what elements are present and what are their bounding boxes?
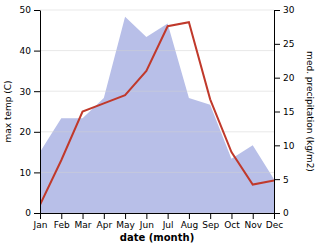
tick-label: Aug [181, 220, 199, 230]
tick: 5 [274, 175, 289, 185]
tick: Feb [54, 213, 70, 230]
tick-label: 25 [283, 39, 294, 49]
tick-mark [40, 213, 41, 219]
tick: Mar [75, 213, 92, 230]
tick: 10 [20, 168, 40, 178]
tick-label: 15 [283, 107, 294, 117]
tick-label: Apr [97, 220, 113, 230]
grid [40, 10, 274, 213]
tick-label: 50 [20, 5, 32, 15]
tick-mark [274, 145, 280, 146]
tick-label: Nov [244, 220, 262, 230]
tick-label: Sep [202, 220, 219, 230]
tick-label: Feb [54, 220, 70, 230]
tick-label: 5 [283, 175, 289, 185]
tick-mark [34, 172, 40, 173]
tick: Nov [244, 213, 262, 230]
tick: 30 [20, 87, 40, 97]
tick-label: Jun [139, 220, 154, 230]
grid-line [40, 131, 274, 132]
tick-mark [231, 213, 232, 219]
tick-label: May [116, 220, 135, 230]
tick: May [116, 213, 135, 230]
grid-line [40, 10, 274, 11]
tick-mark [274, 213, 280, 214]
y2-axis-title: med. precipitation (kg/m2) [305, 51, 315, 172]
tick-mark [210, 213, 211, 219]
tick: 30 [274, 5, 295, 15]
tick-mark [34, 132, 40, 133]
tick-label: Mar [75, 220, 92, 230]
axis-line [41, 213, 275, 214]
tick-label: 10 [283, 141, 295, 151]
tick: 20 [274, 73, 295, 83]
y-axis: 0 10 20 30 40 50 [20, 5, 41, 218]
tick: 25 [274, 39, 294, 49]
tick-mark [168, 213, 169, 219]
tick: 0 [274, 208, 289, 218]
tick-mark [253, 213, 254, 219]
tick: 40 [20, 46, 40, 56]
tick: Jun [139, 213, 154, 230]
tick: Jul [162, 213, 174, 230]
tick-mark [125, 213, 126, 219]
tick: Dec [266, 213, 283, 230]
tick-mark [34, 51, 40, 52]
grid-line [40, 91, 274, 92]
area-marks [40, 17, 274, 213]
axis-line [40, 11, 41, 214]
tick-mark [34, 10, 40, 11]
x-axis-title: date (month) [120, 232, 194, 243]
tick: 10 [274, 141, 295, 151]
tick-mark [83, 213, 84, 219]
line-marks [40, 22, 274, 205]
tick-label: 0 [283, 208, 289, 218]
tick-label: 40 [20, 46, 32, 56]
tick: 50 [20, 5, 40, 15]
tick: Aug [181, 213, 199, 230]
tick-label: Oct [224, 220, 240, 230]
temperature-line [40, 22, 274, 205]
x-axis: Jan Feb Mar AprMay Jun Jul AugSep Oct Nov Dec [33, 213, 284, 230]
grid-line [40, 213, 274, 214]
tick: Apr [97, 213, 113, 230]
tick-mark [104, 213, 105, 219]
tick-label: 20 [20, 127, 32, 137]
tick-label: 10 [20, 168, 32, 178]
tick-label: 30 [283, 5, 295, 15]
tick-mark [274, 112, 280, 113]
tick: 0 [25, 208, 40, 218]
grid-line [40, 172, 274, 173]
chart: JanFebMarAprMayJunJulAugSepOctNovDec0102… [0, 0, 318, 247]
tick-label: Jul [162, 220, 174, 230]
tick-mark [274, 78, 280, 79]
tick-mark [146, 213, 147, 219]
tick-label: Jan [33, 220, 48, 230]
tick: 15 [274, 107, 294, 117]
tick-label: Dec [266, 220, 283, 230]
tick: Oct [224, 213, 240, 230]
tick: 20 [20, 127, 40, 137]
tick-mark [189, 213, 190, 219]
y-axis-title: max temp (C) [3, 80, 13, 142]
tick-mark [274, 179, 280, 180]
tick-mark [34, 213, 40, 214]
tick: Sep [202, 213, 219, 230]
tick: Jan [33, 213, 48, 230]
tick-label: 20 [283, 73, 295, 83]
tick-mark [61, 213, 62, 219]
tick-mark [274, 10, 280, 11]
tick-mark [34, 91, 40, 92]
tick-label: 0 [25, 208, 31, 218]
precipitation-area [40, 17, 274, 213]
y2-axis: 0 5 10 15 20 25 30 [274, 5, 295, 218]
tick-mark [274, 44, 280, 45]
tick-label: 30 [20, 87, 32, 97]
